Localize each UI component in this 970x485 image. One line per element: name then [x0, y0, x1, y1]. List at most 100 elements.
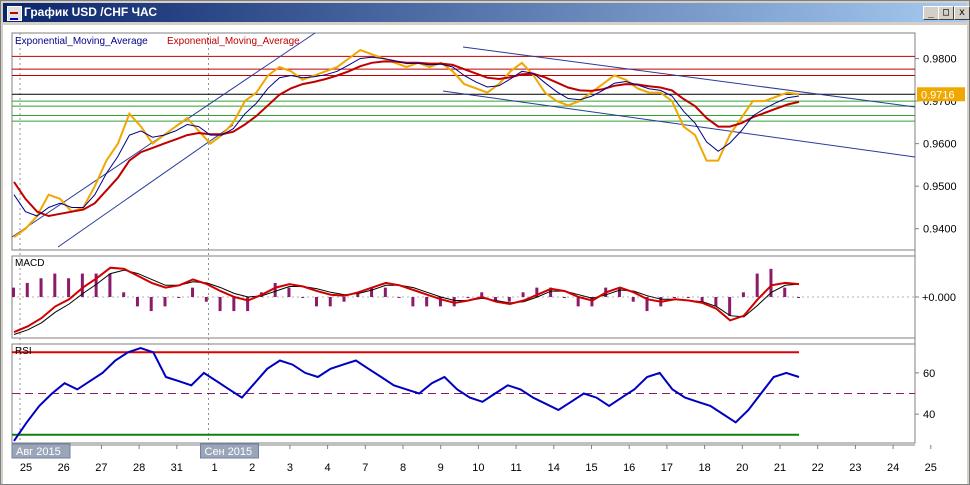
price-y-tick-label: 0.9400 [923, 224, 957, 236]
x-tick-label: 11 [510, 462, 521, 474]
macd-histogram-bar [411, 297, 415, 307]
macd-histogram-bar [576, 297, 580, 307]
x-tick-label: 9 [438, 462, 444, 474]
minimize-button[interactable]: _ [923, 6, 939, 20]
month-label: Сен 2015 [205, 446, 253, 458]
x-tick-label: 8 [400, 462, 406, 474]
macd-histogram-bar [204, 297, 208, 302]
macd-histogram-bar [191, 287, 195, 297]
rsi-y-tick-label: 40 [923, 409, 935, 421]
chart-area[interactable]: 25 26 27 28 31 1 2 3 4 7 8 9 10 11 14 15 16 17 18 20 21 22 23 2… [3, 25, 967, 484]
macd-histogram-bar [246, 297, 250, 312]
macd-histogram-bar [53, 273, 57, 297]
x-tick-label: 28 [133, 462, 145, 474]
macd-histogram-bar [342, 297, 346, 302]
macd-histogram-bar [521, 292, 525, 297]
legend-ema-fast: Exponential_Moving_Average [15, 36, 148, 47]
macd-histogram-bar [163, 297, 167, 307]
x-tick-label: 21 [774, 462, 786, 474]
price-panel-frame [11, 32, 916, 251]
price-series-line [13, 48, 800, 239]
ema-fast-line [13, 56, 800, 217]
macd-histogram-bar [535, 287, 539, 297]
macd-histogram-bar [590, 297, 594, 307]
macd-histogram-bar [135, 297, 139, 307]
macd-signal-line [13, 269, 800, 335]
rsi-line [13, 347, 800, 442]
macd-histogram-bar [673, 297, 677, 298]
x-tick-label: 16 [623, 462, 635, 474]
window-title: График USD /CHF ЧАС [24, 5, 158, 19]
macd-histogram-bar [755, 273, 759, 297]
downtrend-channel-line [462, 46, 916, 108]
x-tick-label: 14 [548, 462, 560, 474]
current-price-tag [917, 87, 965, 102]
x-tick-label: 2 [249, 462, 255, 474]
macd-histogram-bar [769, 268, 773, 297]
x-tick-label: 15 [585, 462, 597, 474]
macd-histogram-bar [645, 297, 649, 312]
macd-histogram-bar [301, 297, 305, 298]
macd-histogram-bar [686, 297, 690, 298]
chart-canvas[interactable]: 25 26 27 28 31 1 2 3 4 7 8 9 10 11 14 15 16 17 18 20 21 22 23 2… [3, 25, 967, 484]
x-tick-label: 17 [661, 462, 673, 474]
x-tick-label: 31 [171, 462, 183, 474]
price-y-tick-label: 0.9500 [923, 181, 957, 193]
macd-histogram-bar [94, 273, 98, 297]
x-tick-label: 4 [325, 462, 331, 474]
macd-histogram-bar [80, 273, 84, 297]
ema-slow-line [13, 60, 800, 218]
macd-histogram-bar [232, 297, 236, 312]
x-tick-label: 25 [20, 462, 32, 474]
macd-histogram-bar [562, 297, 566, 298]
macd-histogram-bar [714, 297, 718, 307]
macd-histogram-bar [177, 297, 181, 298]
macd-histogram-bar [370, 287, 374, 297]
x-tick-label: 22 [812, 462, 824, 474]
macd-histogram-bar [783, 287, 787, 297]
x-tick-label: 1 [211, 462, 217, 474]
macd-histogram-bar [425, 297, 429, 307]
x-tick-label: 18 [698, 462, 710, 474]
macd-histogram-bar [507, 297, 511, 302]
macd-histogram-bar [12, 287, 15, 297]
title-bar[interactable]: График USD /CHF ЧАС _ □ x [3, 3, 970, 22]
legend-ema-slow: Exponential_Moving_Average [167, 36, 300, 47]
x-tick-label: 10 [472, 462, 484, 474]
macd-histogram-bar [452, 297, 456, 307]
macd-histogram-bar [494, 297, 498, 302]
macd-histogram-bar [25, 282, 29, 297]
chart-app-icon [7, 6, 22, 21]
macd-histogram-bar [480, 292, 484, 297]
macd-line [13, 266, 800, 334]
current-price-label: 0.9716 [921, 89, 955, 101]
month-label-box [200, 443, 259, 459]
macd-histogram-bar [67, 278, 71, 297]
macd-histogram-bar [438, 297, 442, 307]
macd-histogram-bar [122, 292, 126, 297]
macd-histogram-bar [549, 287, 553, 297]
macd-histogram-bar [218, 297, 222, 312]
macd-histogram-bar [273, 282, 277, 297]
x-tick-label: 20 [736, 462, 748, 474]
macd-histogram-bar [314, 297, 318, 307]
uptrend-channel-line [57, 124, 234, 248]
macd-histogram-bar [741, 292, 745, 297]
macd-histogram-bar [700, 297, 704, 302]
maximize-button[interactable]: □ [938, 6, 954, 20]
price-y-tick-label: 0.9600 [923, 139, 957, 151]
macd-histogram-bar [328, 297, 332, 307]
rsi-title: RSI [15, 346, 32, 357]
macd-histogram-bar [397, 297, 401, 298]
x-tick-label: 27 [95, 462, 107, 474]
x-tick-label: 26 [58, 462, 70, 474]
macd-histogram-bar [617, 287, 621, 297]
close-button[interactable]: x [954, 6, 970, 20]
x-tick-label: 25 [925, 462, 937, 474]
x-tick-label: 7 [362, 462, 368, 474]
x-tick-label: 3 [287, 462, 293, 474]
macd-histogram-bar [466, 297, 470, 298]
macd-histogram-bar [383, 287, 387, 297]
downtrend-channel-line [442, 90, 916, 158]
